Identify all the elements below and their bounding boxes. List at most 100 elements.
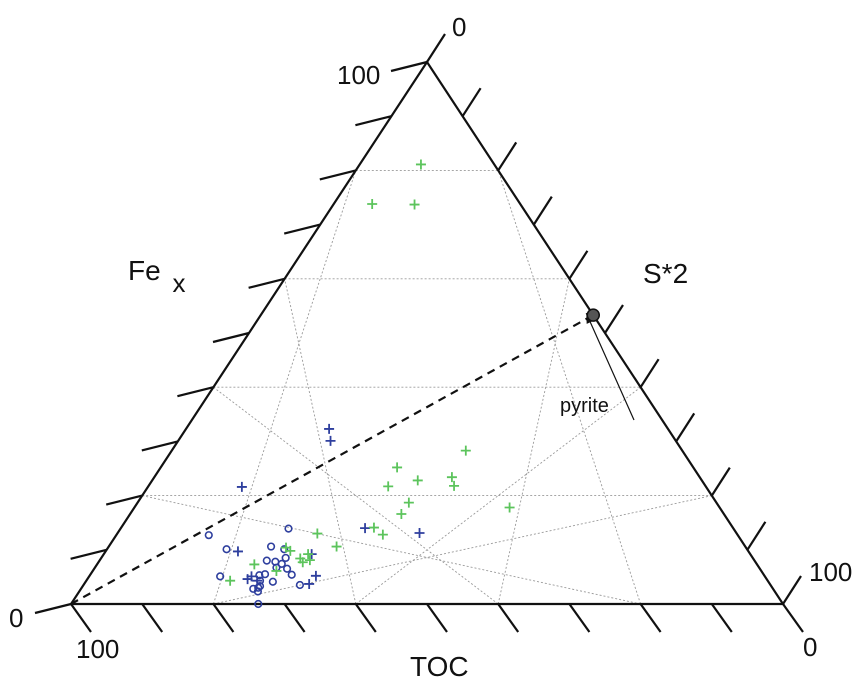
data-point-plus (304, 555, 315, 566)
tick-mark (319, 169, 357, 181)
data-point-circle (262, 556, 271, 565)
data-point-plus (242, 574, 253, 585)
data-point-circle (281, 553, 290, 563)
data-point-plus (303, 549, 314, 560)
tick-mark (782, 603, 804, 633)
data-point-plus (324, 423, 335, 434)
tick-mark (426, 603, 448, 633)
data-point-plus (396, 509, 407, 520)
tick-mark (461, 87, 482, 117)
pyrite-label: pyrite (560, 395, 609, 417)
tick-mark (568, 603, 591, 633)
tick-mark (426, 33, 446, 63)
tick-mark (390, 60, 428, 73)
data-point-circle (287, 570, 296, 579)
data-point-circle (266, 542, 276, 551)
gridline (284, 278, 357, 605)
tick-label-bottom-left-zero: 0 (9, 603, 23, 633)
data-point-plus (271, 565, 282, 576)
data-point-plus (504, 502, 515, 513)
tick-mark (639, 358, 660, 388)
tick-label-top-left: 100 (337, 60, 380, 90)
axis-label-right: S*2 (643, 258, 688, 289)
data-point-circle (249, 584, 258, 593)
tick-mark (105, 494, 143, 506)
pyrite-marker (586, 308, 601, 322)
data-point-plus (252, 575, 263, 586)
data-points (204, 159, 515, 609)
data-point-plus (409, 199, 420, 210)
tick-mark (497, 141, 518, 171)
tick-mark (212, 603, 235, 633)
gridline (212, 170, 357, 605)
tick-mark (354, 603, 377, 633)
data-point-plus (295, 553, 306, 564)
tick-label-top: 0 (452, 12, 466, 42)
pyrite-reference-line (70, 314, 594, 605)
tick-mark (212, 331, 250, 344)
tick-mark (675, 412, 696, 442)
data-point-plus (446, 472, 457, 483)
data-point-circle (254, 599, 263, 609)
data-point-plus (225, 575, 236, 586)
tick-mark (710, 603, 733, 633)
data-point-plus (392, 462, 403, 473)
tick-mark (34, 602, 72, 615)
tick-mark (710, 467, 731, 497)
data-point-plus (377, 529, 388, 540)
data-point-plus (236, 481, 247, 492)
data-point-plus (310, 570, 321, 581)
data-point-plus (281, 542, 292, 553)
axis-ticks (34, 33, 804, 633)
data-point-circle (255, 571, 264, 580)
data-point-plus (312, 528, 323, 539)
data-point-circle (282, 564, 292, 573)
data-point-circle (268, 577, 277, 586)
data-point-circle (295, 580, 305, 590)
data-point-plus (460, 445, 471, 456)
data-point-plus (331, 541, 342, 552)
tick-mark (141, 603, 164, 633)
axis-label-left-main: Fe (128, 255, 161, 286)
data-point-plus (383, 481, 394, 492)
data-point-plus (304, 578, 315, 589)
tick-mark (141, 440, 179, 452)
data-point-circle (216, 572, 225, 581)
axis-label-left-subscript: x (172, 268, 185, 298)
tick-mark (568, 250, 589, 280)
tick-mark (70, 548, 107, 560)
data-point-circle (222, 545, 231, 554)
tick-label-bottom-left-hundred: 100 (76, 634, 119, 664)
tick-mark (283, 223, 321, 235)
tick-mark (639, 603, 662, 633)
gridline (497, 170, 642, 605)
tick-mark (283, 603, 306, 633)
tick-mark (604, 304, 624, 334)
tick-label-bottom-right-hundred: 100 (809, 557, 852, 587)
axis-label-bottom: TOC (410, 651, 469, 682)
data-point-plus (449, 480, 460, 491)
tick-label-bottom-right-zero: 0 (803, 632, 817, 662)
data-point-circle (254, 583, 263, 592)
data-point-plus (414, 527, 425, 538)
data-point-plus (325, 435, 336, 446)
data-point-plus (232, 546, 243, 557)
data-point-plus (415, 159, 426, 170)
tick-mark (70, 603, 92, 633)
data-point-circle (284, 524, 293, 533)
tick-mark (497, 603, 520, 633)
grid (142, 169, 712, 605)
tick-mark (177, 386, 214, 398)
data-point-plus (367, 199, 378, 210)
data-point-plus (412, 475, 423, 486)
data-point-circle (204, 531, 213, 540)
pyrite-arrow (585, 312, 635, 421)
gridline (497, 278, 570, 605)
data-point-circle (280, 545, 289, 554)
data-point-plus (368, 522, 379, 533)
triangle-frame (68, 59, 786, 606)
tick-mark (782, 575, 802, 605)
data-point-plus (360, 523, 371, 534)
pyrite-annotation: pyrite (560, 308, 635, 421)
